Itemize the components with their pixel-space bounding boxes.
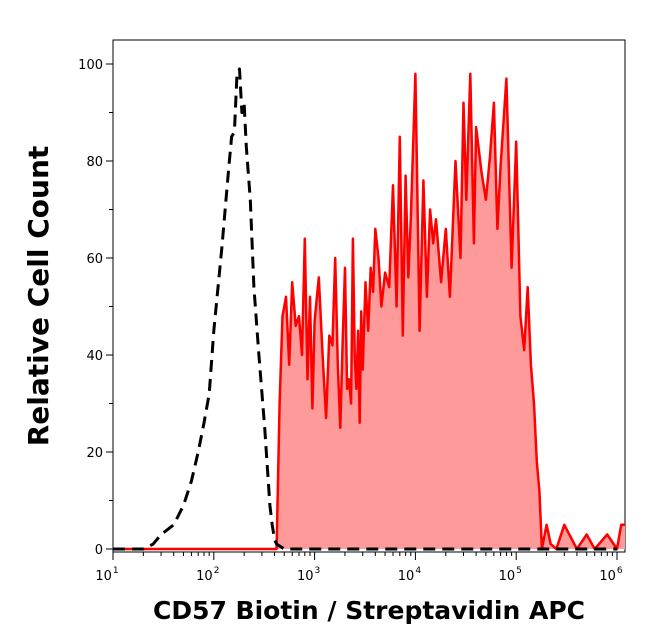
- y-tick-label: 100: [78, 58, 103, 73]
- x-axis: 101 102 103 104 105 106: [95, 552, 623, 584]
- y-axis: 0 20 40 60 80 100: [78, 58, 113, 558]
- y-tick-label: 40: [86, 349, 103, 364]
- x-tick-label: 105: [499, 566, 522, 584]
- x-tick-label: 102: [196, 566, 219, 584]
- y-tick-label: 60: [86, 252, 103, 267]
- y-tick-label: 0: [95, 543, 103, 558]
- series-0-line: [113, 67, 617, 551]
- x-tick-label: 106: [599, 566, 623, 584]
- series-layer: [113, 67, 625, 551]
- x-tick-label: 104: [398, 566, 422, 584]
- x-axis-title: CD57 Biotin / Streptavidin APC: [153, 596, 585, 625]
- x-tick-label: 103: [297, 566, 320, 584]
- plot-frame: [112, 39, 626, 553]
- y-tick-label: 20: [86, 446, 103, 461]
- x-tick-label: 101: [95, 566, 118, 584]
- y-axis-title: Relative Cell Count: [22, 146, 55, 447]
- series-1-line: [113, 72, 625, 551]
- y-tick-label: 80: [86, 155, 103, 170]
